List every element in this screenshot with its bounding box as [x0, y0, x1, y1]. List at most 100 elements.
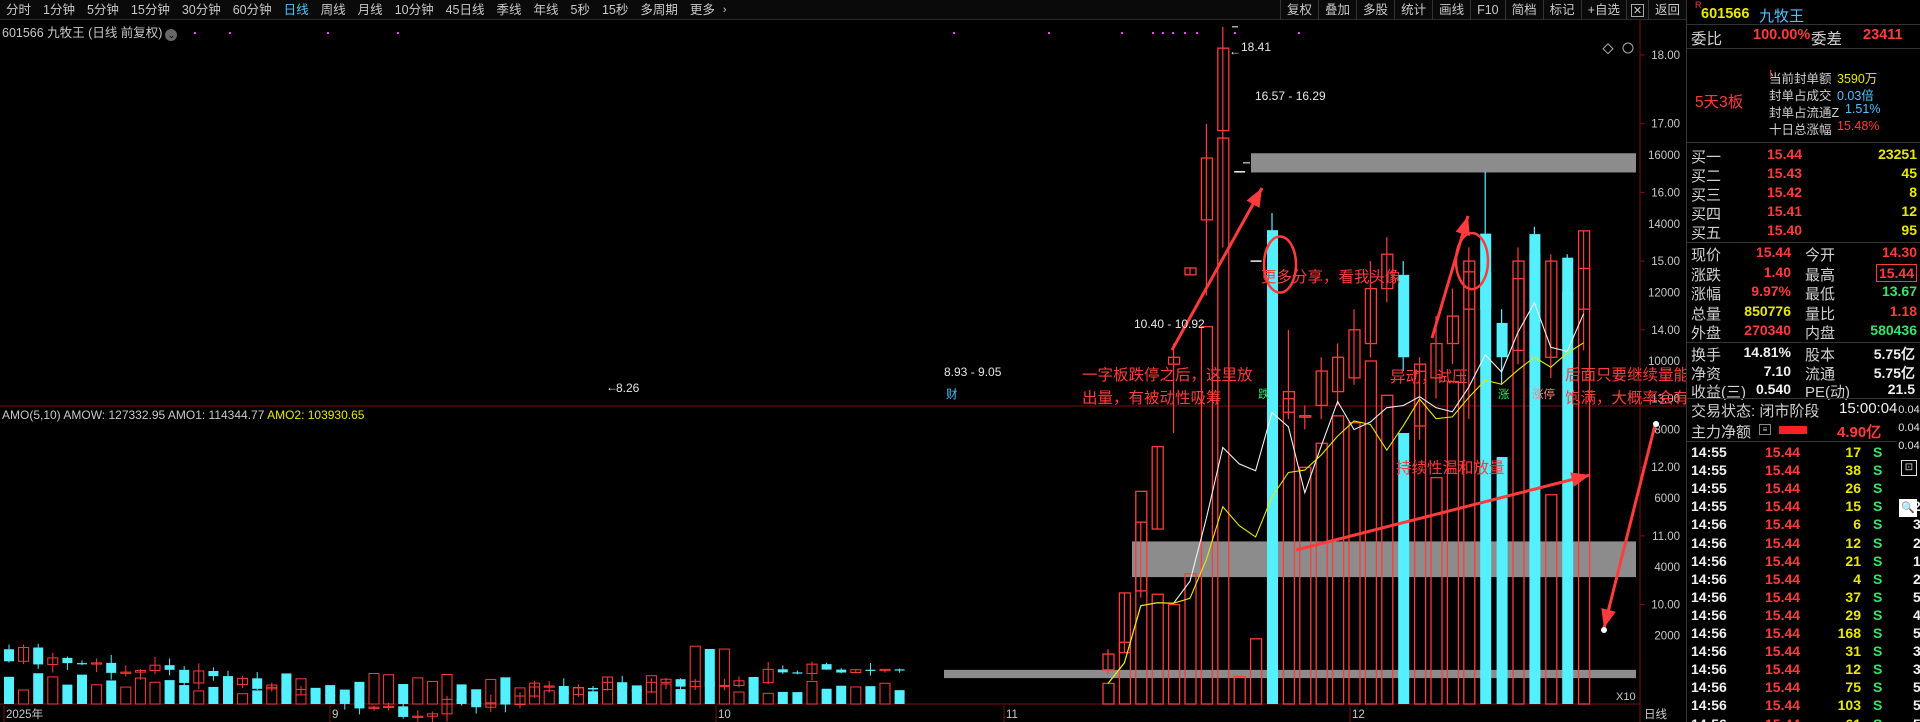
candle — [1267, 230, 1278, 303]
tick-row: 14:55 15.44 38 S 5 — [1691, 462, 1920, 479]
circle-icon[interactable] — [1622, 42, 1634, 54]
period-tab[interactable]: 15秒 — [601, 2, 629, 17]
signal-dot — [1152, 32, 1154, 34]
volume-bar — [1562, 292, 1574, 704]
tick-row: 14:55 15.44 26 S 5 — [1691, 480, 1920, 497]
volume-bar — [33, 673, 44, 704]
period-tab[interactable]: 周线 — [320, 2, 346, 17]
event-tag[interactable]: 涨停 — [1532, 387, 1555, 401]
period-tab[interactable]: 5秒 — [570, 2, 590, 17]
tool-button[interactable]: 多股 — [1356, 0, 1394, 20]
event-tag[interactable]: 财 — [946, 387, 958, 401]
period-tab[interactable]: 日线 — [283, 2, 309, 17]
period-tab[interactable]: 15分钟 — [130, 2, 170, 17]
price-tick: 14.00 — [1651, 325, 1680, 337]
candle — [47, 657, 59, 665]
close-icon[interactable]: ✕ — [1625, 0, 1648, 20]
period-tab[interactable]: 月线 — [357, 2, 383, 17]
kline-chart[interactable]: 18.00 17.00 16.00 15.00 14.00 13.00 12.00 11.00… — [0, 20, 1720, 722]
period-tab[interactable]: 1分钟 — [43, 2, 75, 17]
period-tab[interactable]: 季线 — [496, 2, 522, 17]
volume-bar — [1430, 476, 1443, 705]
tool-button[interactable]: 画线 — [1432, 0, 1470, 20]
volume-bar — [208, 686, 219, 704]
volume-bar — [383, 674, 395, 705]
period-tab[interactable]: 分时 — [6, 2, 32, 17]
event-tag[interactable]: 跌 — [1258, 387, 1270, 401]
chart-icon[interactable]: ⊡ — [1901, 460, 1917, 476]
candle — [134, 670, 146, 673]
volume-bar — [777, 691, 788, 704]
volume-tick: 10000 — [1648, 356, 1680, 368]
tool-button[interactable]: 标记 — [1542, 0, 1581, 20]
volume-bar — [806, 680, 818, 705]
menu-icon[interactable]: ≡ — [1759, 424, 1771, 435]
high-arrow: ← — [1229, 44, 1241, 58]
volume-bar — [1381, 394, 1394, 705]
date-label: 10 — [718, 709, 731, 721]
volume-tick: 12000 — [1648, 287, 1680, 299]
chevron-down-icon[interactable]: ⌄ — [165, 29, 178, 41]
tool-button[interactable]: 统计 — [1394, 0, 1432, 20]
drag-handle[interactable] — [1653, 421, 1659, 427]
volume-bar — [310, 687, 321, 704]
volume-bar — [529, 682, 541, 705]
tool-button[interactable]: F10 — [1470, 0, 1505, 20]
volume-bar — [149, 681, 161, 705]
volume-bar — [645, 675, 657, 705]
tick-row: 14:56 15.44 21 S 1 — [1691, 552, 1920, 569]
event-tag[interactable]: 涨 — [1498, 388, 1510, 401]
chevron-right-icon[interactable]: › — [722, 3, 727, 16]
candle — [223, 676, 233, 685]
volume-bar — [1118, 641, 1132, 705]
volume-bar — [4, 676, 14, 704]
volume-bar — [325, 685, 336, 704]
candle — [733, 680, 745, 686]
tool-button[interactable]: +自选 — [1580, 0, 1626, 20]
volume-tick: 16000 — [1648, 150, 1680, 162]
diamond-icon[interactable] — [1602, 43, 1614, 55]
period-tab[interactable]: 年线 — [533, 2, 559, 17]
volume-bar — [588, 691, 598, 704]
bid-row[interactable]: 买三 15.42 8 — [1691, 184, 1917, 204]
volume-bar — [193, 690, 205, 705]
volume-bar — [1135, 490, 1148, 705]
period-tab[interactable]: 45日线 — [445, 2, 485, 17]
stock-code: 601566 — [1701, 6, 1750, 22]
bid-row[interactable]: 买一 15.44 23251 — [1691, 146, 1917, 166]
tool-button[interactable]: 简档 — [1504, 0, 1543, 20]
drag-handle[interactable] — [1601, 627, 1607, 633]
candle — [62, 657, 73, 664]
volume-bar — [675, 689, 686, 704]
period-tab[interactable]: 30分钟 — [181, 2, 221, 17]
volume-bar — [704, 648, 715, 704]
period-tab[interactable]: 60分钟 — [232, 2, 272, 17]
price-tick: 15.00 — [1651, 256, 1680, 268]
period-tab[interactable]: 多周期 — [640, 2, 678, 17]
volume-bar — [237, 693, 249, 705]
period-tab[interactable]: 10分钟 — [394, 2, 434, 17]
signal-dot — [397, 32, 399, 34]
volume-bar — [1446, 380, 1460, 705]
volume-tick: 14000 — [1648, 219, 1680, 231]
volume-bar — [500, 677, 511, 704]
volume-bar — [543, 690, 555, 705]
tool-button[interactable]: 叠加 — [1318, 0, 1356, 20]
price-tick: 11.00 — [1652, 531, 1680, 543]
tool-button[interactable]: 返回 — [1647, 0, 1686, 20]
volume-bar — [1577, 267, 1591, 705]
tool-button[interactable]: 复权 — [1280, 0, 1318, 20]
candle — [836, 669, 847, 673]
arrow-up-left — [1170, 187, 1264, 351]
search-icon[interactable]: 🔍 — [1899, 499, 1917, 517]
volume-bar — [339, 689, 350, 704]
arrow-up-right-head — [1455, 216, 1470, 236]
bid-row[interactable]: 买二 15.43 45 — [1691, 165, 1917, 185]
lower-zone-label: 10.40 - 10.92 — [1134, 317, 1205, 331]
chart-canvas[interactable]: 18.00 17.00 16.00 15.00 14.00 13.00 12.00 11.00… — [0, 20, 1686, 722]
arrow-up-right — [1430, 215, 1470, 339]
bid-row[interactable]: 买四 15.41 12 — [1691, 203, 1917, 223]
period-tab[interactable]: 更多 — [689, 2, 715, 17]
period-tab[interactable]: 5分钟 — [86, 2, 119, 17]
bid-row[interactable]: 买五 15.40 95 — [1691, 222, 1917, 242]
